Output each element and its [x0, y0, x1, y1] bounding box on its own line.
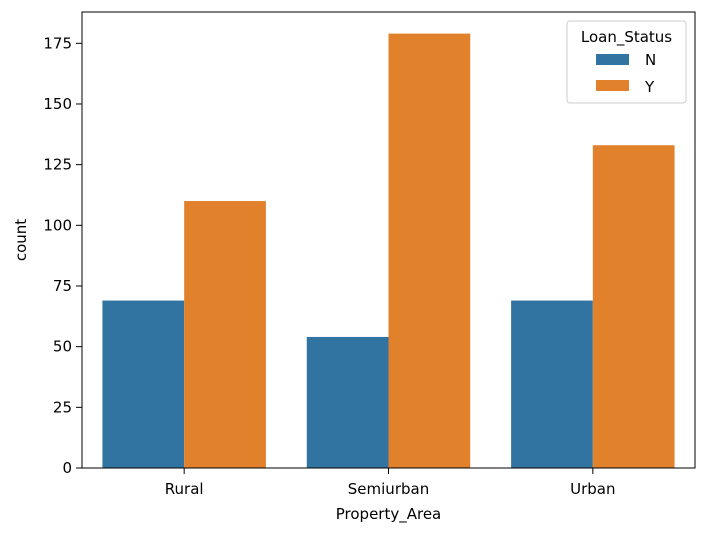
- y-axis-label: count: [12, 219, 30, 261]
- y-tick-label: 150: [43, 95, 72, 113]
- bar-rural-n: [102, 300, 185, 468]
- plot-frame: [81, 11, 696, 469]
- x-tick-label-rural: Rural: [165, 480, 204, 498]
- y-tick-label: 100: [43, 216, 72, 234]
- y-tick-label: 75: [53, 277, 72, 295]
- bars-group: [102, 33, 675, 468]
- legend-title: Loan_Status: [581, 28, 672, 47]
- x-tick-label-semiurban: Semiurban: [348, 480, 429, 498]
- x-axis-label: Property_Area: [336, 505, 442, 524]
- y-tick-label: 0: [62, 459, 72, 477]
- legend: Loan_Status N Y: [566, 20, 687, 104]
- bar-semiurban-n: [306, 336, 389, 468]
- y-tick-label: 50: [53, 338, 72, 356]
- y-tick-label: 175: [43, 34, 72, 52]
- legend-label-y: Y: [644, 78, 655, 96]
- bar-urban-n: [511, 300, 593, 468]
- legend-label-n: N: [645, 51, 656, 69]
- y-tick-label: 25: [53, 398, 72, 416]
- bar-rural-y: [184, 201, 266, 468]
- x-axis: Rural Semiurban Urban: [165, 468, 616, 498]
- y-tick-label: 125: [43, 156, 72, 174]
- legend-swatch-y: [596, 80, 629, 91]
- bar-urban-y: [592, 145, 675, 468]
- x-tick-label-urban: Urban: [570, 480, 615, 498]
- y-axis: 0 25 50 75 100 125 150 175: [43, 34, 82, 477]
- legend-swatch-n: [596, 54, 629, 65]
- bar-semiurban-y: [388, 33, 471, 468]
